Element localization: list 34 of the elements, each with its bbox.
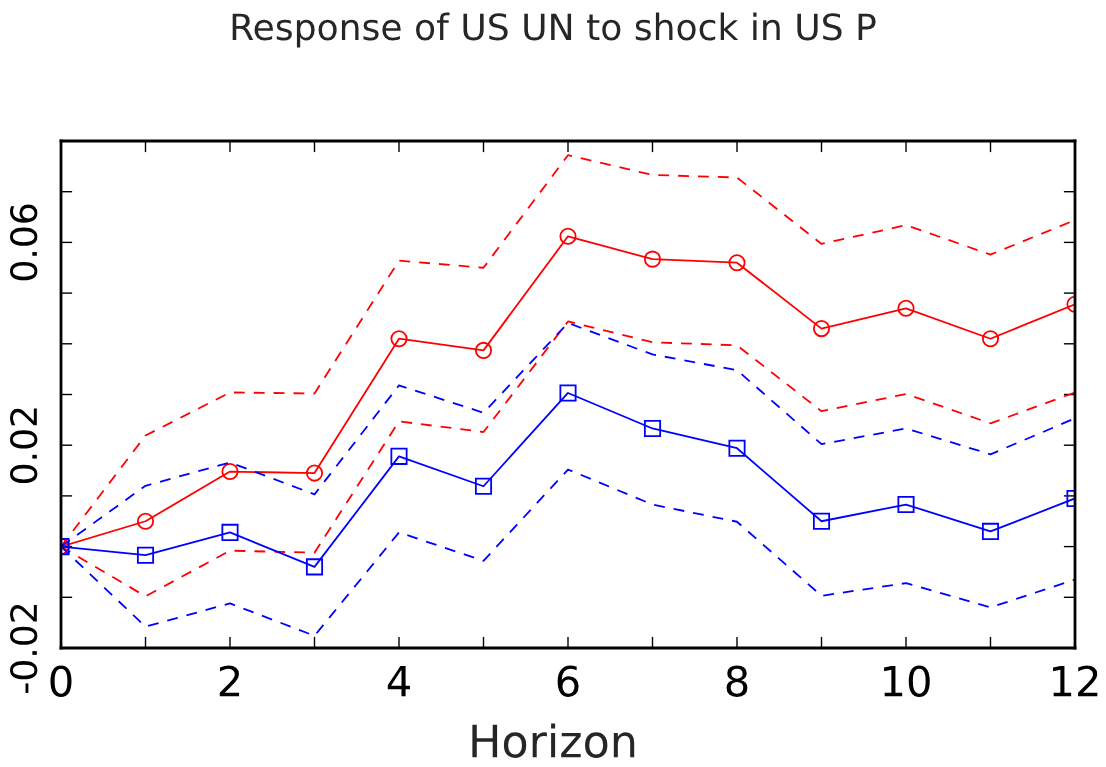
point bbox=[136, 546, 155, 564]
point bbox=[474, 341, 493, 359]
x-tick-label: 0 bbox=[50, 665, 72, 697]
point bbox=[305, 464, 324, 482]
point bbox=[390, 447, 408, 465]
x-tick-label: 4 bbox=[387, 665, 410, 697]
point bbox=[643, 250, 662, 268]
x-tick-label: 2 bbox=[219, 665, 240, 697]
x-tick-label: 12 bbox=[1053, 665, 1098, 697]
point bbox=[136, 512, 155, 530]
x-axis-title: Horizon bbox=[472, 723, 635, 758]
point bbox=[728, 439, 746, 457]
point bbox=[474, 477, 493, 495]
x-tick-label: 8 bbox=[726, 665, 748, 697]
point bbox=[812, 512, 831, 530]
point bbox=[812, 320, 831, 338]
y-tick-label: 0.02 bbox=[10, 408, 38, 484]
point bbox=[221, 523, 239, 541]
point bbox=[559, 227, 577, 245]
x-tick-label: 10 bbox=[884, 665, 930, 697]
point bbox=[221, 463, 239, 481]
point bbox=[728, 254, 746, 272]
point bbox=[305, 558, 324, 576]
chart-title: Response of US UN to shock in US P bbox=[232, 12, 876, 48]
point bbox=[981, 522, 1000, 540]
point bbox=[643, 419, 662, 438]
x-tick-label: 6 bbox=[557, 665, 579, 697]
point bbox=[897, 495, 915, 514]
y-tick-label: 0.06 bbox=[10, 204, 38, 281]
point bbox=[897, 299, 915, 317]
point bbox=[390, 330, 408, 348]
point bbox=[559, 384, 577, 402]
y-tick-label: -0.02 bbox=[10, 604, 38, 693]
point bbox=[981, 330, 1000, 348]
